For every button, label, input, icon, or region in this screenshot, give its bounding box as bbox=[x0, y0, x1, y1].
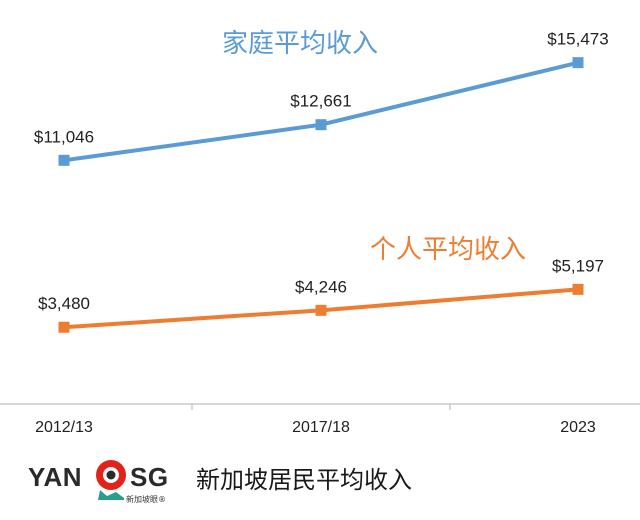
data-label: $5,197 bbox=[552, 256, 604, 275]
data-label: $11,046 bbox=[34, 127, 94, 146]
chart-caption: 新加坡居民平均收入 bbox=[196, 466, 412, 494]
x-tick-label: 2017/18 bbox=[292, 419, 350, 436]
x-tick-label: 2023 bbox=[560, 419, 596, 436]
data-point-marker bbox=[315, 304, 327, 316]
series-name-label: 个人平均收入 bbox=[370, 235, 526, 265]
yansg-logo: YAN SG 新加坡眼® bbox=[28, 456, 188, 504]
eye-logo-icon bbox=[96, 460, 126, 500]
x-tick-label: 2012/13 bbox=[35, 419, 93, 436]
data-point-marker bbox=[58, 154, 70, 166]
data-label: $12,661 bbox=[290, 92, 351, 111]
data-point-marker bbox=[572, 283, 584, 295]
series-name-label: 家庭平均收入 bbox=[222, 29, 378, 59]
data-label: $4,246 bbox=[295, 277, 347, 296]
footer: YAN SG 新加坡眼® 新加坡居民平均收入 bbox=[0, 448, 640, 520]
data-point-marker bbox=[58, 321, 70, 333]
logo-text-yan: YAN bbox=[28, 462, 83, 492]
series-line bbox=[63, 60, 579, 163]
logo-text-sg: SG bbox=[130, 462, 169, 492]
logo-subtitle: 新加坡眼® bbox=[126, 495, 166, 504]
income-line-chart: 2012/13 2017/18 2023 $11,046 $12,661 $15,473 家… bbox=[0, 29, 640, 436]
data-label: $15,473 bbox=[547, 30, 608, 49]
data-point-marker bbox=[315, 119, 327, 131]
data-label: $3,480 bbox=[38, 294, 90, 313]
data-point-marker bbox=[572, 57, 584, 69]
